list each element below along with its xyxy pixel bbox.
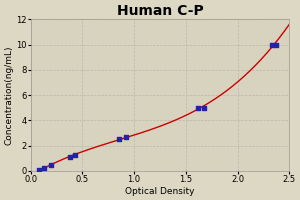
Point [116,138,121,141]
Point [202,106,207,109]
Point [273,43,278,46]
Point [73,154,77,157]
Point [123,135,128,138]
Point [68,155,72,159]
Point [49,164,54,167]
Y-axis label: Concentration(ng/mL): Concentration(ng/mL) [4,45,13,145]
X-axis label: Optical Density: Optical Density [125,187,195,196]
Point [196,106,201,109]
Point [37,169,41,172]
Point [42,166,46,169]
Point [269,43,274,46]
Title: Human C-P: Human C-P [117,4,203,18]
